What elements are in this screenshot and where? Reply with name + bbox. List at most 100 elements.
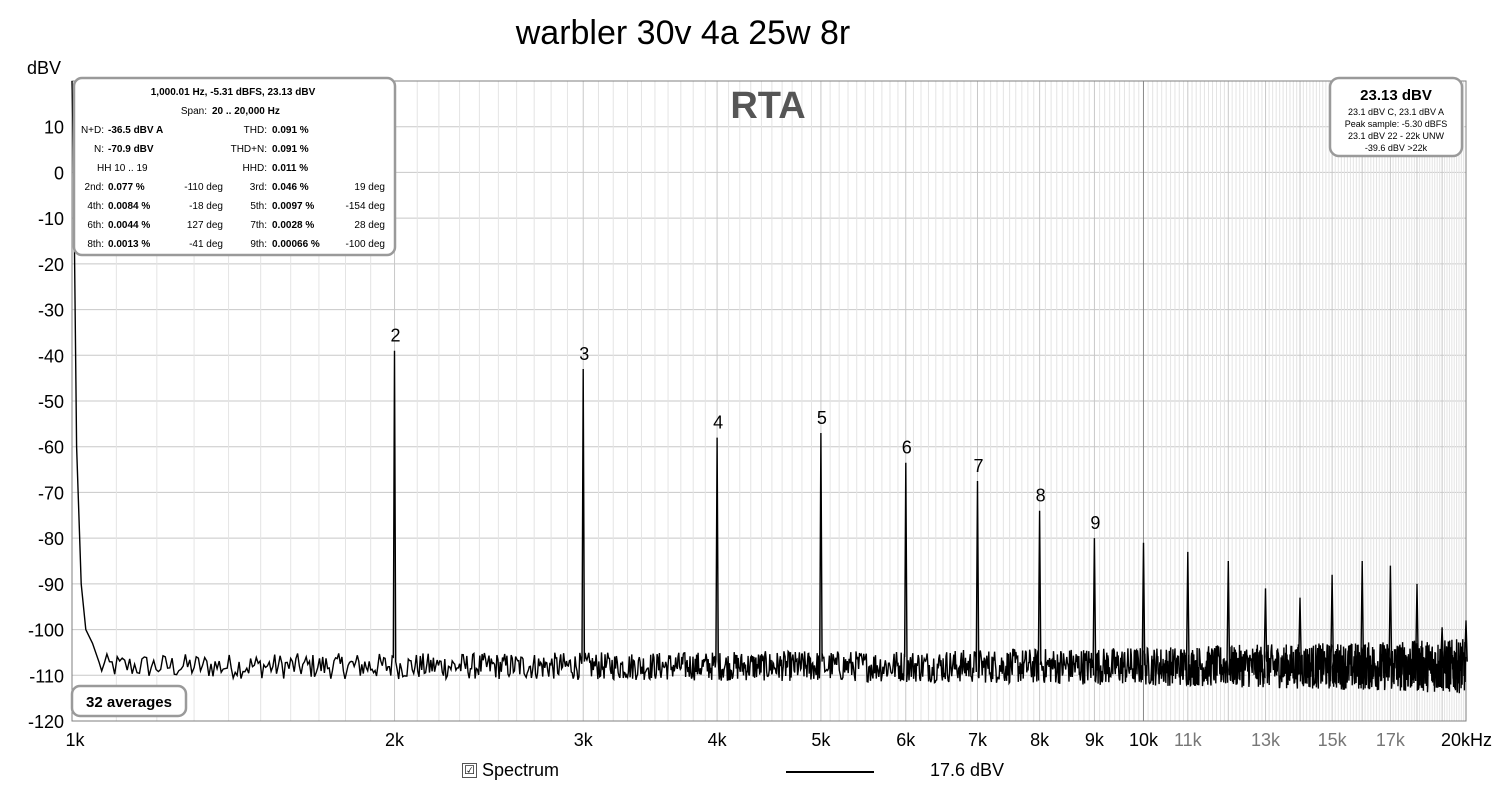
harmonic-row-l2: 5th:: [250, 201, 267, 212]
harmonic-row-d1: -18 deg: [189, 201, 223, 212]
harmonic-label-2: 2: [391, 326, 401, 346]
y-tick-label: -60: [38, 438, 64, 458]
chart-title: warbler 30v 4a 25w 8r: [515, 14, 851, 52]
hhd-value: 0.011 %: [272, 163, 308, 174]
x-tick-label: 11k: [1174, 730, 1203, 750]
harmonic-row-v2: 0.00066 %: [272, 239, 320, 250]
span-label: Span:: [181, 106, 207, 117]
harmonic-label-8: 8: [1036, 486, 1046, 506]
x-tick-label: 9k: [1085, 730, 1105, 750]
plot-frame: [71, 80, 1467, 722]
x-tick-label: 3k: [574, 730, 594, 750]
y-tick-label: -80: [38, 529, 64, 549]
x-tick-label: 2k: [385, 730, 405, 750]
x-tick-label: 1k: [65, 730, 85, 750]
level-panel-box: [1328, 76, 1464, 158]
harmonic-row-d1: 127 deg: [187, 220, 223, 231]
distortion-header: 1,000.01 Hz, -5.31 dBFS, 23.13 dBV: [151, 87, 316, 98]
harmonic-row-v2: 0.046 %: [272, 182, 309, 193]
x-tick-label: 4k: [708, 730, 728, 750]
averages-badge: 32 averages: [70, 684, 188, 718]
y-tick-label: -10: [38, 209, 64, 229]
level-line-3: 23.1 dBV 22 - 22k UNW: [1348, 131, 1445, 141]
spectrum-trace: [71, 80, 1468, 694]
x-tick-label: 15k: [1318, 730, 1348, 750]
harmonic-row-d2: 28 deg: [354, 220, 385, 231]
x-tick-label: 7k: [968, 730, 988, 750]
n-label: N:: [94, 144, 104, 155]
averages-box: [70, 684, 188, 718]
x-tick-label: 8k: [1030, 730, 1050, 750]
grid: [71, 80, 1467, 722]
thd-label: THD:: [244, 125, 267, 136]
rta-label: RTA: [730, 85, 805, 127]
x-tick-label: 20kHz: [1441, 730, 1492, 750]
distortion-panel: 1,000.01 Hz, -5.31 dBFS, 23.13 dBV Span:…: [72, 76, 397, 257]
harmonic-row-l2: 9th:: [250, 239, 267, 250]
hhd-label: HHD:: [243, 163, 267, 174]
harmonic-label-6: 6: [902, 438, 912, 458]
x-tick-label: 10k: [1129, 730, 1159, 750]
y-tick-label: -20: [38, 255, 64, 275]
harmonic-label-4: 4: [713, 413, 723, 433]
n-value: -70.9 dBV: [108, 144, 154, 155]
harmonic-row-l1: 6th:: [87, 220, 104, 231]
y-tick-label: -30: [38, 301, 64, 321]
harmonic-label-7: 7: [973, 456, 983, 476]
harmonic-row-v1: 0.0044 %: [108, 220, 150, 231]
distortion-panel-box: [72, 76, 397, 257]
harmonic-row-v1: 0.0013 %: [108, 239, 150, 250]
x-tick-label: 13k: [1251, 730, 1281, 750]
harmonic-row-l2: 3rd:: [250, 182, 267, 193]
harmonic-row-v1: 0.077 %: [108, 182, 145, 193]
harmonic-row-v2: 0.0028 %: [272, 220, 314, 231]
harmonic-label-3: 3: [579, 344, 589, 364]
x-tick-label: 6k: [896, 730, 916, 750]
y-axis-unit: dBV: [27, 58, 61, 78]
harmonic-row-d1: -110 deg: [184, 182, 223, 193]
harmonic-label-5: 5: [817, 408, 827, 428]
harmonic-row-l2: 7th:: [250, 220, 267, 231]
nd-value: -36.5 dBV A: [108, 125, 163, 136]
x-axis-ticks: 1k 2k 3k 4k 5k 6k 7k 8k 9k 10k 11k 13k 15k 17k 20kHz: [65, 730, 1492, 750]
level-line-1: 23.1 dBV C, 23.1 dBV A: [1348, 107, 1444, 117]
level-panel: 23.13 dBV 23.1 dBV C, 23.1 dBV A Peak sa…: [1328, 76, 1464, 158]
y-tick-label: -50: [38, 392, 64, 412]
harmonic-row-v2: 0.0097 %: [272, 201, 314, 212]
nd-label: N+D:: [81, 125, 104, 136]
y-tick-label: -70: [38, 483, 64, 503]
y-tick-label: 10: [44, 118, 64, 138]
span-value: 20 .. 20,000 Hz: [212, 106, 280, 117]
harmonic-row-l1: 8th:: [87, 239, 104, 250]
level-line-2: Peak sample: -5.30 dBFS: [1345, 119, 1448, 129]
y-tick-label: -90: [38, 575, 64, 595]
thd-value: 0.091 %: [272, 125, 309, 136]
legend-series-name: Spectrum: [482, 760, 560, 780]
level-line-4: -39.6 dBV >22k: [1365, 143, 1428, 153]
averages-label: 32 averages: [86, 694, 172, 711]
y-tick-label: -100: [28, 621, 64, 641]
harmonic-row-d2: 19 deg: [354, 182, 385, 193]
harmonic-row-d2: -100 deg: [346, 239, 385, 250]
legend-value: 17.6 dBV: [930, 760, 1005, 780]
y-tick-label: 0: [54, 163, 64, 183]
y-tick-label: -40: [38, 346, 64, 366]
y-axis-ticks: 10 0 -10 -20 -30 -40 -50 -60 -70 -80 -90 -100 -110 -1…: [28, 118, 64, 732]
harmonic-row-l1: 4th:: [87, 201, 104, 212]
harmonic-row-v1: 0.0084 %: [108, 201, 150, 212]
y-tick-label: -110: [29, 666, 64, 686]
level-main: 23.13 dBV: [1360, 87, 1432, 104]
hh-range-label: HH 10 .. 19: [97, 163, 148, 174]
harmonic-row-d2: -154 deg: [346, 201, 385, 212]
thdn-value: 0.091 %: [272, 144, 309, 155]
harmonic-peaks: 2 3 4 5 6 7 8 9: [391, 326, 1101, 533]
harmonic-label-9: 9: [1090, 513, 1100, 533]
spectrum-checkbox[interactable]: ☑: [462, 763, 477, 778]
harmonic-row-l1: 2nd:: [85, 182, 104, 193]
harmonic-row-d1: -41 deg: [189, 239, 223, 250]
harmonic-rows: 2nd: 0.077 % -110 deg 3rd: 0.046 % 19 deg 4th:…: [85, 182, 385, 250]
y-tick-label: -120: [28, 712, 64, 732]
x-tick-label: 5k: [811, 730, 831, 750]
x-tick-label: 17k: [1376, 730, 1406, 750]
